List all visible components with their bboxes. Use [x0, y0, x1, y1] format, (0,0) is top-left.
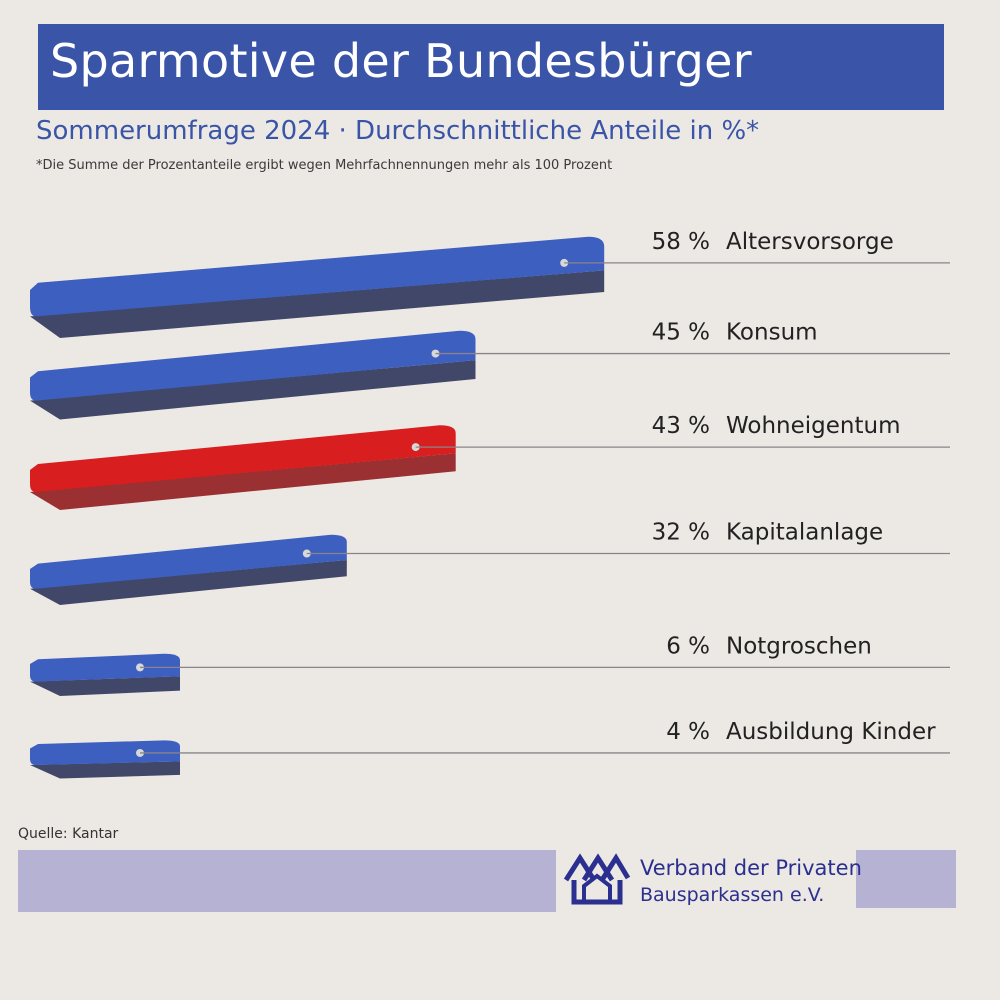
- bar-4: [30, 534, 347, 589]
- bar-shadow-2: [30, 360, 476, 420]
- value-label-5: 6 %: [666, 633, 710, 659]
- chart-title: Sparmotive der Bundesbürger: [50, 34, 752, 88]
- org-name-line1: Verband der Privaten: [640, 856, 862, 880]
- value-label-1: 58 %: [652, 229, 710, 255]
- bar-3: [30, 425, 456, 492]
- bar-shadow-6: [30, 761, 180, 779]
- bar-2: [30, 330, 476, 401]
- bar-shadow-5: [30, 676, 180, 696]
- value-label-6: 4 %: [666, 719, 710, 745]
- category-label-6: Ausbildung Kinder: [726, 719, 936, 745]
- value-label-3: 43 %: [652, 413, 710, 439]
- category-label-2: Konsum: [726, 320, 818, 346]
- category-label-1: Altersvorsorge: [726, 229, 894, 255]
- source-note: Quelle: Kantar: [18, 826, 119, 842]
- chart-footnote: *Die Summe der Prozentanteile ergibt weg…: [36, 158, 613, 173]
- bar-shadow-3: [30, 453, 456, 510]
- category-label-3: Wohneigentum: [726, 413, 901, 439]
- houses-logo-icon: [563, 853, 631, 905]
- title-bar: [38, 24, 944, 110]
- chart-subtitle: Sommerumfrage 2024 · Durchschnittliche A…: [36, 116, 760, 146]
- category-label-4: Kapitalanlage: [726, 520, 883, 546]
- value-label-4: 32 %: [652, 520, 710, 546]
- bar-5: [30, 653, 180, 682]
- bar-shadow-4: [30, 560, 347, 605]
- value-label-2: 45 %: [652, 320, 710, 346]
- bar-1: [30, 236, 605, 317]
- footer-band-right: [856, 850, 956, 908]
- org-name-line2: Bausparkassen e.V.: [640, 884, 825, 906]
- bar-6: [30, 740, 180, 765]
- bar-chart: 58 % Altersvorsorge 45 % Konsum 43 % Wohneige…: [30, 229, 950, 779]
- category-label-5: Notgroschen: [726, 633, 872, 659]
- bar-shadow-1: [30, 270, 605, 338]
- footer-band-left: [18, 850, 556, 912]
